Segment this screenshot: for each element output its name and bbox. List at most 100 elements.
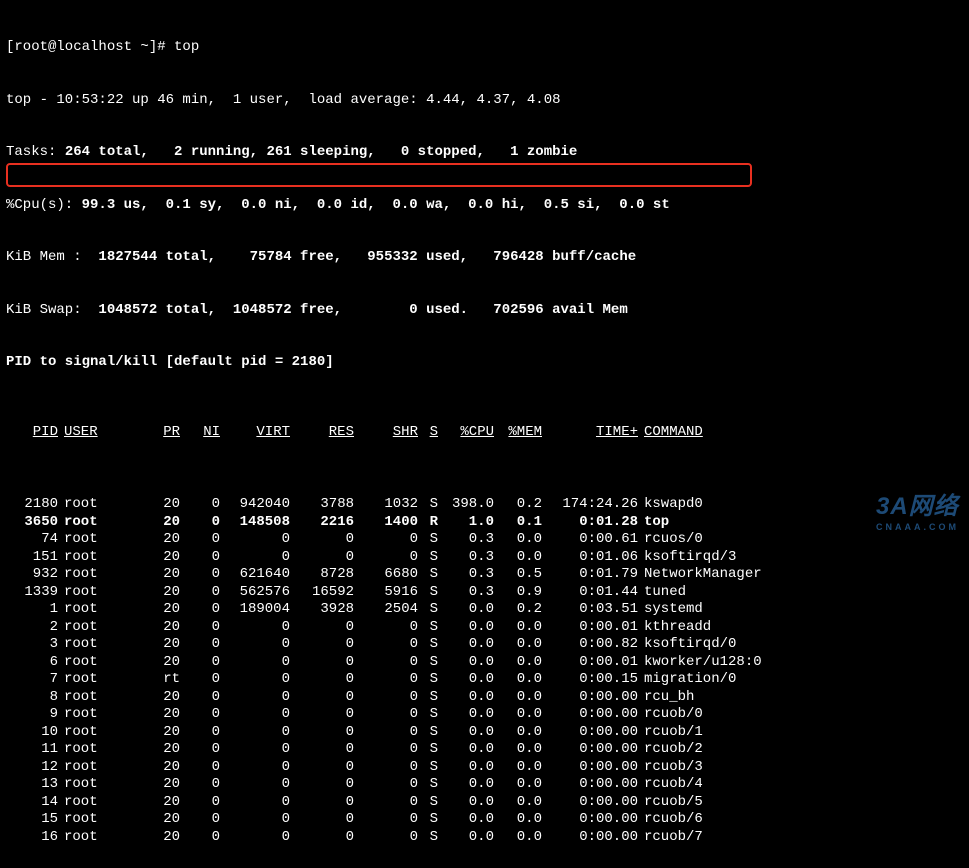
cell-ni: 0 [180,531,220,549]
cell-pr: 20 [124,759,180,777]
table-row[interactable]: 151root200000S0.30.00:01.06ksoftirqd/3 [6,549,963,567]
cell-pid: 151 [6,549,58,567]
table-row[interactable]: 7rootrt0000S0.00.00:00.15migration/0 [6,671,963,689]
table-row[interactable]: 6root200000S0.00.00:00.01kworker/u128:0 [6,654,963,672]
cell-cpu: 0.0 [438,811,494,829]
table-row[interactable]: 12root200000S0.00.00:00.00rcuob/3 [6,759,963,777]
cell-mem: 0.2 [494,496,542,514]
cell-cpu: 0.3 [438,549,494,567]
cell-virt: 0 [220,636,290,654]
kill-prompt[interactable]: PID to signal/kill [default pid = 2180] [6,354,963,372]
cell-time: 0:01.28 [542,514,638,532]
cell-res: 16592 [290,584,354,602]
cell-time: 0:00.00 [542,741,638,759]
cell-time: 0:03.51 [542,601,638,619]
hdr-pid: PID [6,424,58,442]
cell-shr: 0 [354,636,418,654]
cell-virt: 0 [220,619,290,637]
cell-shr: 0 [354,671,418,689]
table-row[interactable]: 16root200000S0.00.00:00.00rcuob/7 [6,829,963,847]
table-row[interactable]: 1root20018900439282504S0.00.20:03.51syst… [6,601,963,619]
hdr-res: RES [290,424,354,442]
cell-shr: 1400 [354,514,418,532]
table-row[interactable]: 3650root20014850822161400R1.00.10:01.28t… [6,514,963,532]
cell-virt: 562576 [220,584,290,602]
cell-cmd: rcu_bh [638,689,963,707]
cell-user: root [58,619,124,637]
cell-cpu: 0.0 [438,776,494,794]
cell-time: 0:00.00 [542,794,638,812]
hdr-user: USER [58,424,124,442]
cell-pr: 20 [124,654,180,672]
cell-cpu: 0.0 [438,759,494,777]
cell-shr: 0 [354,829,418,847]
cell-cmd: ksoftirqd/0 [638,636,963,654]
cell-user: root [58,654,124,672]
cell-shr: 0 [354,794,418,812]
table-row[interactable]: 3root200000S0.00.00:00.82ksoftirqd/0 [6,636,963,654]
cell-time: 0:00.01 [542,619,638,637]
cell-shr: 0 [354,549,418,567]
watermark-text: 3A网络 [876,493,959,520]
cell-s: S [418,829,438,847]
cell-pid: 12 [6,759,58,777]
cell-pr: 20 [124,601,180,619]
cell-res: 0 [290,706,354,724]
cell-shr: 0 [354,811,418,829]
top-summary-mem: KiB Mem : 1827544 total, 75784 free, 955… [6,249,963,267]
table-row[interactable]: 15root200000S0.00.00:00.00rcuob/6 [6,811,963,829]
cell-time: 0:00.01 [542,654,638,672]
cell-cmd: kworker/u128:0 [638,654,963,672]
cell-virt: 0 [220,706,290,724]
cell-pid: 2 [6,619,58,637]
hdr-ni: NI [180,424,220,442]
cell-cmd: ksoftirqd/3 [638,549,963,567]
cell-res: 0 [290,811,354,829]
watermark-logo: 3A网络 CNAAA.COM [876,492,959,533]
table-row[interactable]: 13root200000S0.00.00:00.00rcuob/4 [6,776,963,794]
cell-mem: 0.0 [494,654,542,672]
cell-time: 174:24.26 [542,496,638,514]
cell-mem: 0.0 [494,671,542,689]
cell-ni: 0 [180,706,220,724]
cell-user: root [58,689,124,707]
table-row[interactable]: 9root200000S0.00.00:00.00rcuob/0 [6,706,963,724]
cell-shr: 5916 [354,584,418,602]
cell-time: 0:00.61 [542,531,638,549]
table-row[interactable]: 2root200000S0.00.00:00.01kthreadd [6,619,963,637]
cell-s: S [418,619,438,637]
cell-user: root [58,584,124,602]
table-row[interactable]: 10root200000S0.00.00:00.00rcuob/1 [6,724,963,742]
cell-mem: 0.0 [494,794,542,812]
cell-ni: 0 [180,654,220,672]
cell-pid: 1 [6,601,58,619]
cell-mem: 0.2 [494,601,542,619]
cell-shr: 0 [354,724,418,742]
cell-res: 0 [290,724,354,742]
table-row[interactable]: 74root200000S0.30.00:00.61rcuos/0 [6,531,963,549]
terminal-window[interactable]: [root@localhost ~]# top top - 10:53:22 u… [0,0,969,868]
cell-cpu: 1.0 [438,514,494,532]
cell-user: root [58,514,124,532]
cell-time: 0:00.00 [542,811,638,829]
cell-ni: 0 [180,811,220,829]
table-row[interactable]: 8root200000S0.00.00:00.00rcu_bh [6,689,963,707]
top-summary-cpu: %Cpu(s): 99.3 us, 0.1 sy, 0.0 ni, 0.0 id… [6,197,963,215]
cell-time: 0:01.44 [542,584,638,602]
cell-shr: 0 [354,619,418,637]
cell-pid: 7 [6,671,58,689]
table-row[interactable]: 11root200000S0.00.00:00.00rcuob/2 [6,741,963,759]
table-row[interactable]: 1339root200562576165925916S0.30.90:01.44… [6,584,963,602]
cell-res: 0 [290,759,354,777]
cell-s: S [418,601,438,619]
cell-user: root [58,671,124,689]
cell-cpu: 0.0 [438,794,494,812]
cell-s: S [418,496,438,514]
cell-mem: 0.1 [494,514,542,532]
cell-cmd: rcuob/1 [638,724,963,742]
cell-virt: 189004 [220,601,290,619]
table-row[interactable]: 14root200000S0.00.00:00.00rcuob/5 [6,794,963,812]
cell-cpu: 0.0 [438,636,494,654]
table-row[interactable]: 2180root20094204037881032S398.00.2174:24… [6,496,963,514]
cell-cpu: 0.0 [438,724,494,742]
